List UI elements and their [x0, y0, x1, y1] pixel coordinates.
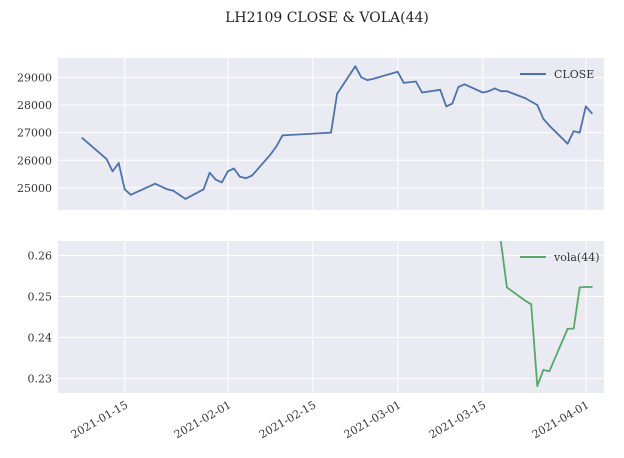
data-point — [123, 188, 126, 191]
y-tick-label: 26000 — [17, 154, 52, 167]
data-point — [336, 93, 338, 95]
data-point — [578, 286, 581, 289]
vola-panel: 0.23 0.24 0.25 0.26 vola(44) 2021-01-15 2021-0… — [28, 240, 604, 441]
data-point — [226, 170, 229, 173]
data-point — [590, 286, 593, 288]
data-point — [548, 370, 551, 373]
data-point — [208, 171, 211, 174]
data-point — [105, 157, 108, 160]
legend-label: vola(44) — [553, 251, 600, 264]
data-point — [506, 90, 508, 93]
data-point — [481, 91, 484, 94]
data-point — [269, 153, 272, 156]
x-tick-label: 2021-03-15 — [427, 398, 488, 441]
data-point — [81, 137, 84, 140]
series-line-vola-44- — [500, 241, 592, 387]
data-point — [402, 81, 405, 84]
data-point — [184, 198, 187, 200]
data-point — [129, 193, 132, 196]
data-point — [202, 188, 205, 191]
x-tick-label: 2021-02-01 — [172, 398, 233, 441]
y-tick-label: 28000 — [17, 99, 52, 112]
y-tick-label: 29000 — [17, 71, 52, 84]
y-tick-label: 0.23 — [28, 373, 53, 386]
y-tick-label: 27000 — [17, 127, 52, 140]
data-point — [548, 124, 551, 127]
x-tick-label: 2021-03-01 — [342, 398, 403, 441]
data-point — [111, 170, 114, 173]
data-point — [214, 178, 217, 181]
data-point — [578, 131, 581, 134]
data-point — [493, 87, 496, 90]
data-point — [220, 181, 223, 184]
data-point — [499, 240, 502, 243]
data-point — [360, 76, 363, 79]
data-point — [154, 182, 156, 185]
data-point — [172, 189, 175, 192]
data-point — [421, 91, 423, 94]
data-point — [366, 79, 369, 82]
figure-title: LH2109 CLOSE & VOLA(44) — [225, 10, 429, 26]
close-panel: 25000 26000 27000 28000 29000 CLOSE — [17, 58, 604, 210]
plot-area — [58, 58, 604, 210]
data-point — [396, 70, 399, 73]
data-point — [542, 369, 545, 371]
data-point — [251, 174, 254, 177]
data-point — [506, 286, 508, 289]
data-point — [233, 167, 235, 170]
data-point — [457, 86, 460, 88]
data-point — [415, 80, 417, 83]
data-point — [487, 90, 490, 93]
data-point — [166, 188, 169, 191]
data-point — [590, 112, 593, 115]
data-point — [524, 97, 527, 99]
data-point — [245, 177, 247, 180]
y-tick-label: 0.25 — [28, 290, 53, 303]
data-point — [536, 385, 539, 387]
data-point — [499, 90, 502, 93]
data-point — [542, 117, 545, 120]
legend-label: CLOSE — [554, 68, 594, 81]
y-tick-label: 0.24 — [28, 332, 53, 345]
data-point — [281, 134, 284, 137]
data-point — [530, 303, 533, 306]
data-point — [330, 131, 332, 134]
y-tick-label: 0.26 — [28, 249, 53, 262]
data-point — [354, 65, 357, 68]
data-point — [275, 145, 278, 148]
x-tick-label: 2021-02-15 — [257, 398, 318, 441]
x-tick-label: 2021-01-15 — [69, 398, 130, 441]
data-point — [372, 77, 375, 80]
data-point — [439, 88, 442, 91]
data-point — [451, 102, 454, 105]
data-point — [566, 142, 569, 145]
data-point — [524, 299, 527, 302]
data-point — [117, 162, 120, 164]
data-point — [536, 104, 539, 106]
y-tick-label: 25000 — [17, 182, 52, 195]
data-point — [463, 83, 466, 86]
data-point — [584, 286, 587, 288]
x-tick-label: 2021-04-01 — [530, 398, 591, 441]
data-point — [239, 175, 241, 178]
data-point — [572, 130, 575, 133]
plot-area — [58, 241, 604, 393]
data-point — [445, 105, 448, 108]
data-point — [572, 327, 575, 330]
data-point — [566, 328, 569, 330]
data-point — [584, 105, 587, 108]
